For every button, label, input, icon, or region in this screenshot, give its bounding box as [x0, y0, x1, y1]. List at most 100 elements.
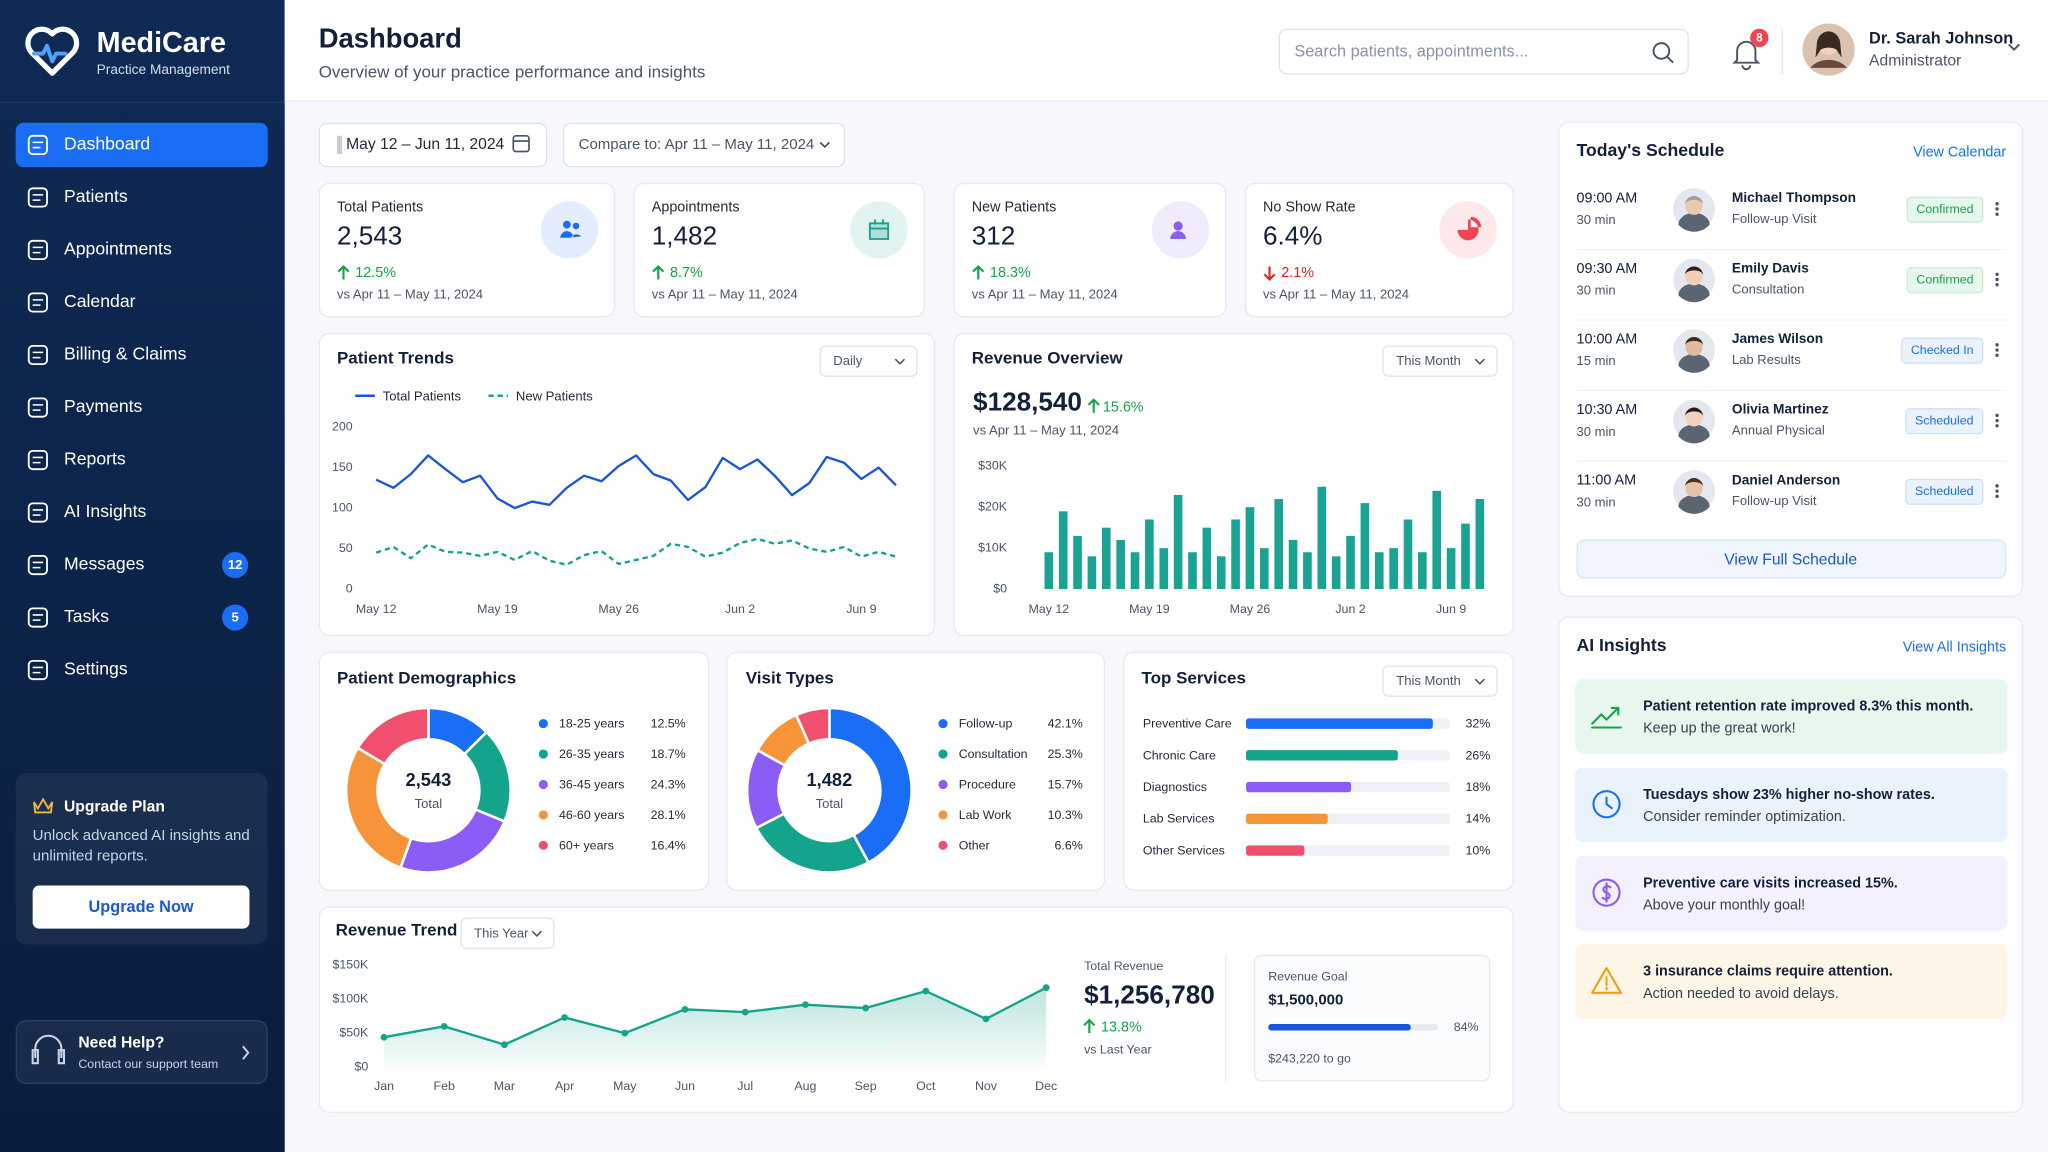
bar: [1331, 556, 1341, 590]
point: [1042, 984, 1050, 992]
header-bar: [284, 0, 2048, 102]
bar: [1159, 548, 1169, 590]
insight-box: [1575, 767, 2008, 843]
brand: MediCare: [97, 27, 226, 59]
visit-type: Consultation: [1732, 281, 1805, 296]
nav-label: Billing & Claims: [64, 344, 187, 364]
insight-icon: [1591, 966, 1622, 994]
tagline: Practice Management: [97, 62, 230, 77]
appointment-duration: 30 min: [1576, 283, 1615, 298]
legend-value: 16.4%: [651, 838, 686, 852]
progress-label: 84%: [1454, 1020, 1479, 1034]
date-range-picker[interactable]: [318, 122, 548, 168]
insight-box: [1575, 944, 2008, 1019]
point: [922, 987, 930, 995]
x-tick-label: May 12: [1028, 602, 1069, 616]
nav-icon: [27, 502, 48, 523]
donut-center-value: 1,482: [807, 769, 853, 790]
donut-segment: [794, 706, 831, 746]
nav-item[interactable]: [16, 280, 268, 324]
kpi-card: [953, 182, 1227, 318]
nav-label: Appointments: [64, 239, 172, 259]
insight-text: Above your monthly goal!: [1643, 897, 1805, 913]
legend-label: 18-25 years: [559, 717, 624, 731]
logo: [25, 26, 80, 76]
kpi-icon: [868, 219, 890, 240]
total-label: Total Revenue: [1084, 959, 1163, 973]
avatar-hair: [1684, 407, 1704, 417]
chart-title: Visit Types: [746, 669, 834, 688]
nav-badge-count: 5: [231, 610, 238, 625]
dropdown[interactable]: [819, 345, 918, 377]
schedule-link[interactable]: View Calendar: [1913, 145, 2006, 161]
chevron: [1474, 678, 1485, 685]
legend-value: 18.7%: [651, 747, 686, 761]
nav-badge: [222, 551, 249, 579]
kpi-change: 2.1%: [1281, 265, 1314, 281]
progress-fill: [1268, 1023, 1411, 1031]
ai-title: AI Insights: [1576, 635, 1666, 655]
nav-label: Settings: [64, 659, 128, 679]
bar: [1260, 548, 1269, 590]
help-box[interactable]: [15, 1020, 268, 1085]
bar: [1173, 494, 1183, 590]
nav-icon-detail: [32, 351, 44, 359]
legend-label: 60+ years: [559, 838, 614, 852]
bell-icon[interactable]: [1732, 40, 1761, 71]
dropdown[interactable]: [1382, 665, 1498, 697]
ai-link[interactable]: View All Insights: [1903, 640, 2007, 656]
dropdown-label: This Month: [1396, 673, 1461, 688]
donut-center-label: Total: [415, 796, 443, 811]
point: [380, 1033, 388, 1041]
x-tick-label: Nov: [975, 1079, 998, 1093]
search-box[interactable]: [1278, 28, 1689, 75]
bar: [1432, 490, 1442, 590]
avatar-hair: [1684, 478, 1704, 488]
dropdown[interactable]: [460, 917, 555, 949]
legend-label: 36-45 years: [559, 777, 624, 791]
compare-picker[interactable]: [562, 122, 846, 168]
service-value: 10%: [1465, 843, 1490, 857]
nav-item[interactable]: [16, 648, 268, 692]
legend-label: New Patients: [516, 389, 593, 404]
kpi-compare: vs Apr 11 – May 11, 2024: [972, 287, 1118, 302]
avatar-body: [1678, 212, 1710, 232]
nav-item[interactable]: [16, 175, 268, 219]
x-tick-label: Jun 2: [725, 602, 755, 616]
revenue-compare: vs Apr 11 – May 11, 2024: [973, 422, 1119, 437]
nav-label: Tasks: [64, 606, 109, 626]
nav-item[interactable]: [16, 438, 268, 482]
legend-label: Lab Work: [959, 808, 1013, 822]
bar: [1216, 556, 1226, 590]
avatar-body: [1678, 424, 1710, 444]
kpi-value: 6.4%: [1263, 221, 1323, 251]
x-tick-label: May 26: [1230, 602, 1271, 616]
y-tick-label: 50: [339, 541, 353, 555]
nav-icon-detail: [32, 614, 44, 621]
nav-icon: [27, 554, 48, 576]
schedule-button[interactable]: [1576, 539, 2007, 579]
point: [741, 1008, 749, 1016]
upgrade-button[interactable]: [32, 885, 250, 929]
nav-label: Calendar: [64, 291, 136, 311]
nav-item-active[interactable]: [15, 122, 268, 168]
user-avatar[interactable]: [1802, 23, 1855, 76]
search-icon: [1652, 42, 1674, 64]
chart-title: Top Services: [1142, 669, 1246, 688]
legend-label: Other: [959, 838, 990, 852]
nav-icon: [27, 187, 48, 208]
legend-value: 12.5%: [651, 717, 686, 731]
bar: [1073, 535, 1082, 590]
service-value: 26%: [1465, 748, 1490, 762]
avatar-hair: [1684, 195, 1704, 206]
dropdown[interactable]: [1382, 345, 1498, 377]
search-placeholder: Search patients, appointments...: [1294, 43, 1528, 61]
avatar-face: [1685, 268, 1703, 286]
legend-dot: [938, 719, 948, 729]
nav-icon-detail: [32, 141, 44, 149]
nav-icon-detail: [32, 561, 44, 569]
kebab-dot: [1995, 353, 1999, 357]
donut-segment: [356, 706, 430, 766]
point: [802, 1001, 809, 1009]
kebab-dot: [1995, 484, 1999, 488]
